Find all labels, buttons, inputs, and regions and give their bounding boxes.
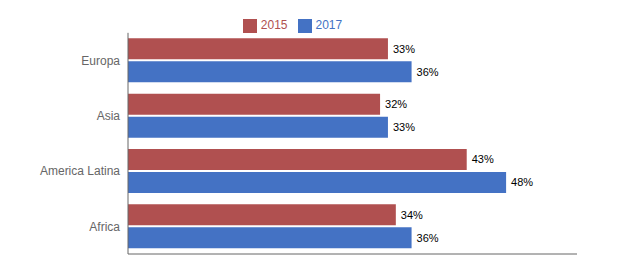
svg-text:33%: 33% — [393, 121, 415, 133]
svg-text:36%: 36% — [417, 66, 439, 78]
html-text:2017: 2017 — [315, 18, 343, 32]
svg-text:Africa: Africa — [89, 220, 120, 234]
svg-text:Asia: Asia — [97, 109, 121, 123]
svg-text:36%: 36% — [417, 232, 439, 244]
svg-text:Europa: Europa — [81, 54, 120, 68]
html-text:2015: 2015 — [260, 18, 288, 32]
svg-text:43%: 43% — [472, 153, 494, 165]
svg-text:32%: 32% — [385, 98, 407, 110]
svg-text:48%: 48% — [511, 176, 533, 188]
svg-text:34%: 34% — [401, 209, 423, 221]
svg-text:America Latina: America Latina — [40, 164, 120, 178]
svg-text:33%: 33% — [393, 43, 415, 55]
